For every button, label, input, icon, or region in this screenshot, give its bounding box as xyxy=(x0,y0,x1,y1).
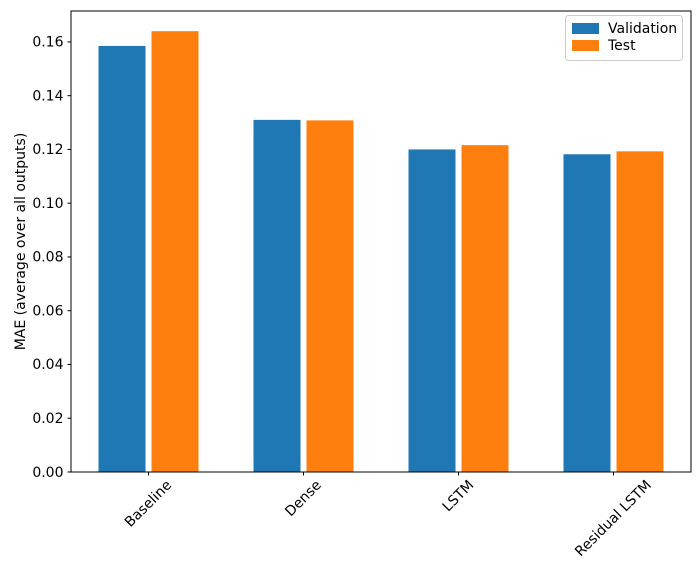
y-tick-label: 0.08 xyxy=(32,250,63,266)
chart-plot-area: 0.00 0.02 0.04 0.06 0.08 0.10 0.12 0.14 0.16 Base… xyxy=(32,10,692,560)
y-tick-label: 0.12 xyxy=(32,142,63,158)
y-tick-label: 0.14 xyxy=(32,88,63,104)
bar-test-dense xyxy=(306,120,354,472)
bar-validation-dense xyxy=(253,119,301,472)
bar-validation-lstm xyxy=(408,149,456,473)
bar-test-lstm xyxy=(461,145,509,472)
y-axis-label: MAE (average over all outputs) xyxy=(13,133,29,351)
x-tick-label-dense: Dense xyxy=(282,477,325,520)
y-tick-label: 0.04 xyxy=(32,357,63,373)
bar-test-baseline xyxy=(151,31,199,473)
x-tick-label-baseline: Baseline xyxy=(122,477,175,530)
y-tick-label: 0.06 xyxy=(32,303,63,319)
bar-validation-residual-lstm xyxy=(563,154,611,472)
legend-label-validation: Validation xyxy=(608,21,677,37)
legend-label-test: Test xyxy=(607,38,636,54)
x-tick-label-residual-lstm: Residual LSTM xyxy=(572,477,655,560)
y-tick-label: 0.16 xyxy=(32,35,63,51)
legend-swatch-validation xyxy=(572,23,599,34)
x-tick-label-lstm: LSTM xyxy=(440,477,478,515)
axes-spines xyxy=(70,10,692,473)
y-tick-label: 0.00 xyxy=(32,465,63,481)
legend-swatch-test xyxy=(572,40,599,51)
y-tick-label: 0.02 xyxy=(32,411,63,427)
bar-test-residual-lstm xyxy=(616,151,664,472)
y-tick-label: 0.10 xyxy=(32,196,63,212)
bar-validation-baseline xyxy=(98,45,146,472)
